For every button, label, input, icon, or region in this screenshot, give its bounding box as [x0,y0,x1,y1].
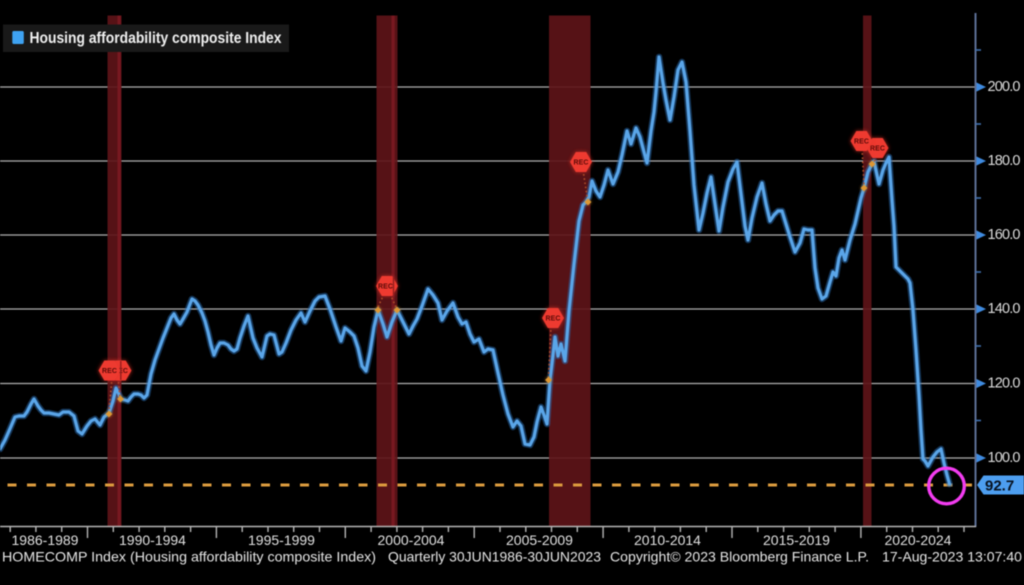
svg-text:Copyright© 2023 Bloomberg Fina: Copyright© 2023 Bloomberg Finance L.P. [610,550,869,565]
svg-text:2010-2014: 2010-2014 [634,532,701,548]
svg-text:REC: REC [573,159,588,166]
svg-text:REC: REC [870,145,885,152]
svg-text:REC: REC [378,283,393,290]
svg-text:120.0: 120.0 [988,376,1021,392]
svg-text:160.0: 160.0 [988,227,1021,243]
svg-text:140.0: 140.0 [988,301,1021,317]
svg-text:Quarterly 30JUN1986-30JUN2023: Quarterly 30JUN1986-30JUN2023 [388,550,601,565]
svg-text:100.0: 100.0 [988,450,1021,466]
svg-text:2005-2009: 2005-2009 [506,532,573,548]
svg-text:17-Aug-2023 13:07:40: 17-Aug-2023 13:07:40 [882,550,1022,565]
svg-text:1986-1989: 1986-1989 [12,532,79,548]
svg-text:Housing affordability composit: Housing affordability composite Index [30,30,282,47]
svg-text:HOMECOMP Index (Housing afford: HOMECOMP Index (Housing affordability co… [2,550,376,565]
svg-text:180.0: 180.0 [988,153,1021,169]
svg-text:1990-1994: 1990-1994 [119,532,186,548]
svg-text:REC: REC [854,138,869,145]
svg-text:1995-1999: 1995-1999 [248,532,315,548]
svg-text:200.0: 200.0 [988,79,1021,95]
svg-text:2015-2019: 2015-2019 [763,532,830,548]
svg-text:92.7: 92.7 [985,477,1014,494]
svg-text:REC: REC [545,315,560,322]
svg-text:2020-2024: 2020-2024 [885,532,952,548]
svg-text:REC: REC [102,368,117,375]
svg-text:2000-2004: 2000-2004 [378,532,445,548]
